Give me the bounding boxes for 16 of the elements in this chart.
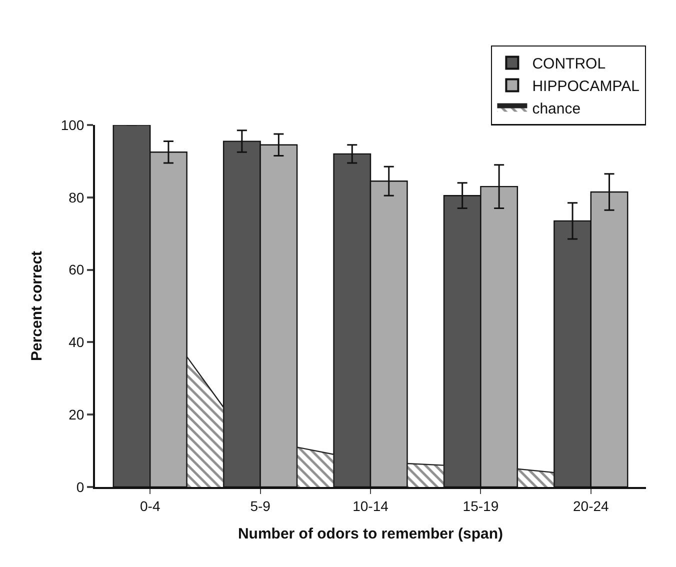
legend-label: chance	[532, 100, 581, 118]
x-tick-label: 20-24	[572, 498, 610, 514]
x-tick-label: 10-14	[352, 498, 389, 514]
x-axis-title: Number of odors to remember (span)	[238, 525, 504, 542]
x-tick-label: 15-19	[462, 498, 499, 514]
legend-label: HIPPOCAMPAL	[532, 78, 640, 96]
y-tick-label: 40	[68, 334, 84, 350]
legend-label: CONTROL	[532, 56, 606, 73]
y-tick-label: 20	[68, 406, 84, 422]
y-axis-title: Percent correct	[28, 250, 46, 362]
y-tick-label: 0	[76, 478, 84, 495]
y-tick-label: 60	[68, 262, 84, 278]
x-tick-label: 0-4	[140, 498, 160, 514]
y-tick-label: 100	[60, 116, 84, 133]
x-tick-label: 5-9	[250, 498, 271, 514]
y-tick-label: 80	[68, 189, 84, 206]
